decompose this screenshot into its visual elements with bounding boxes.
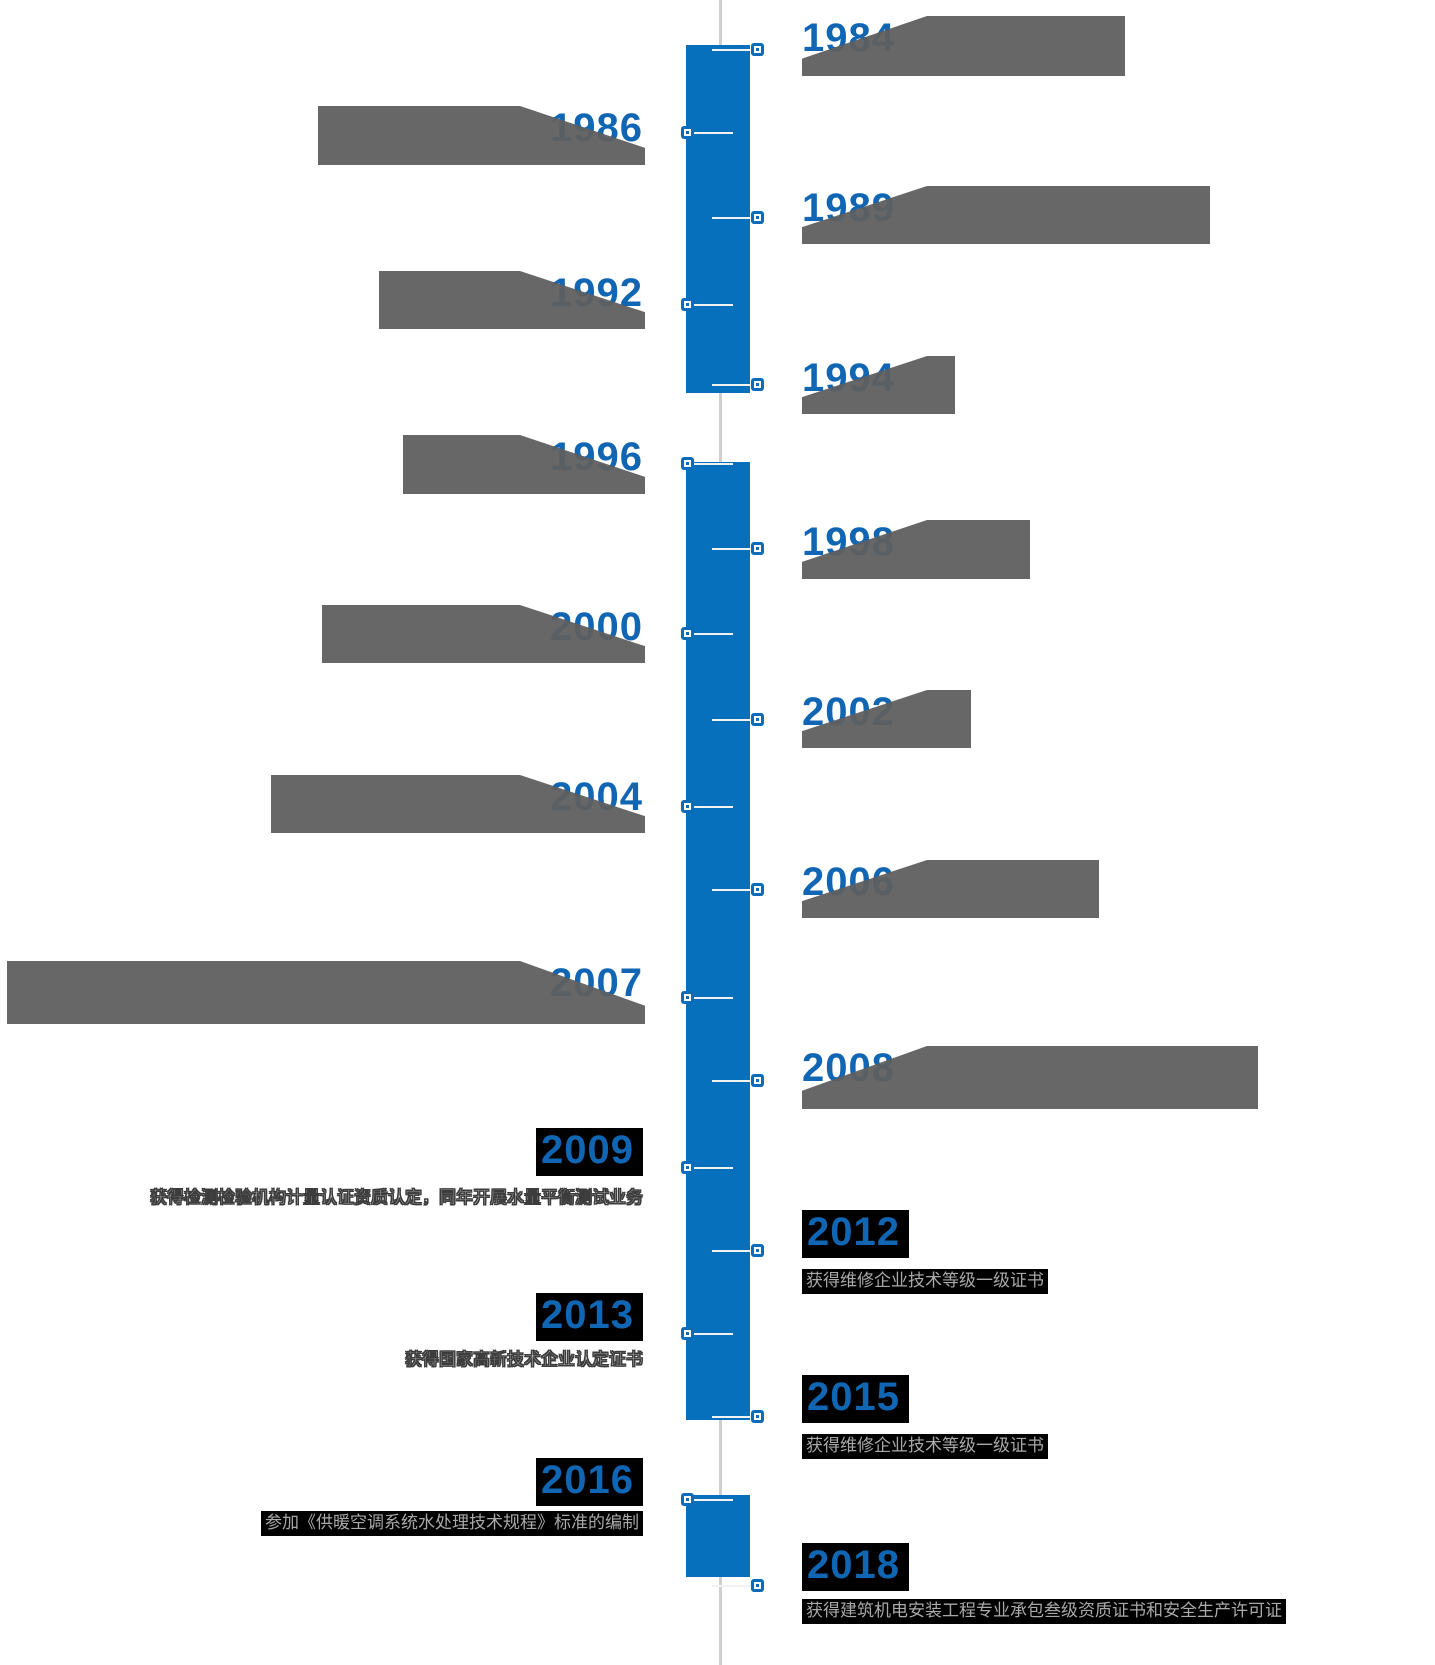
marker-center-dot <box>756 1249 759 1252</box>
node-line-2012 <box>712 1250 752 1252</box>
marker-center-dot <box>686 131 689 134</box>
node-line-2018 <box>712 1585 752 1587</box>
node-line-2007 <box>690 997 733 999</box>
marker-center-dot <box>756 888 759 891</box>
node-line-1986 <box>690 132 733 134</box>
node-marker-1992 <box>681 298 694 311</box>
node-marker-2016 <box>681 1493 694 1506</box>
entry-description: 获得检测检验机构计量认证资质认定，同年开展水量平衡测试业务 <box>150 1188 644 1208</box>
timeline-entry-2018: 2018 <box>802 1543 909 1591</box>
node-line-1998 <box>712 548 752 550</box>
marker-center-dot <box>686 303 689 306</box>
entry-description-wrap-2009: 获得检测检验机构计量认证资质认定，同年开展水量平衡测试业务 <box>150 1178 644 1210</box>
marker-center-dot <box>756 1584 759 1587</box>
marker-center-dot <box>756 216 759 219</box>
marker-center-dot <box>686 1498 689 1501</box>
entry-description: 获得国家高新技术企业认定证书 <box>405 1350 644 1370</box>
timeline-bar-segment-3 <box>686 1495 750 1577</box>
node-marker-2006 <box>751 883 764 896</box>
node-line-1994 <box>712 384 752 386</box>
timeline-entry-2016: 2016 <box>536 1458 643 1506</box>
entry-description: 获得建筑机电安装工程专业承包叁级资质证书和安全生产许可证 <box>802 1599 1286 1624</box>
marker-center-dot <box>686 1166 689 1169</box>
node-marker-1986 <box>681 126 694 139</box>
timeline-entry-2015: 2015 <box>802 1375 909 1423</box>
entry-year: 2009 <box>536 1128 643 1176</box>
node-marker-1989 <box>751 211 764 224</box>
node-line-2013 <box>690 1333 733 1335</box>
node-marker-1984 <box>751 43 764 56</box>
entry-year: 2016 <box>536 1458 643 1506</box>
marker-center-dot <box>756 1079 759 1082</box>
node-marker-2008 <box>751 1074 764 1087</box>
marker-center-dot <box>756 547 759 550</box>
node-line-1996 <box>690 463 733 465</box>
entry-description: 获得维修企业技术等级一级证书 <box>802 1269 1048 1294</box>
node-line-2006 <box>712 889 752 891</box>
node-marker-2009 <box>681 1161 694 1174</box>
node-line-2008 <box>712 1080 752 1082</box>
marker-center-dot <box>756 1415 759 1418</box>
marker-center-dot <box>686 805 689 808</box>
node-marker-1996 <box>681 457 694 470</box>
node-marker-1994 <box>751 378 764 391</box>
node-marker-2007 <box>681 991 694 1004</box>
node-marker-2013 <box>681 1327 694 1340</box>
timeline-entry-2012: 2012 <box>802 1210 909 1258</box>
node-marker-2015 <box>751 1410 764 1423</box>
marker-center-dot <box>686 632 689 635</box>
timeline-bar-segment-2 <box>686 462 750 1420</box>
entry-description-wrap-2013: 获得国家高新技术企业认定证书 <box>405 1340 644 1372</box>
node-line-2015 <box>712 1416 752 1418</box>
node-marker-2002 <box>751 713 764 726</box>
node-marker-2000 <box>681 627 694 640</box>
entry-cover-box-2007 <box>7 961 645 1024</box>
timeline-bar-segment-1 <box>686 45 750 393</box>
entry-description-wrap-2015: 获得维修企业技术等级一级证书 <box>802 1425 1048 1459</box>
timeline-entry-2009: 2009 <box>536 1128 643 1176</box>
entry-description: 获得维修企业技术等级一级证书 <box>802 1434 1048 1459</box>
entry-year: 2013 <box>536 1293 643 1341</box>
marker-center-dot <box>686 462 689 465</box>
node-line-2016 <box>690 1499 733 1501</box>
node-line-1984 <box>712 49 752 51</box>
entry-description: 参加《供暖空调系统水处理技术规程》标准的编制 <box>261 1511 643 1536</box>
node-line-2000 <box>690 633 733 635</box>
node-line-1989 <box>712 217 752 219</box>
node-line-2009 <box>690 1167 733 1169</box>
node-marker-2004 <box>681 800 694 813</box>
entry-description-wrap-2012: 获得维修企业技术等级一级证书 <box>802 1260 1048 1294</box>
entry-year: 2015 <box>802 1375 909 1423</box>
timeline-entry-2013: 2013 <box>536 1293 643 1341</box>
entry-description-wrap-2016: 参加《供暖空调系统水处理技术规程》标准的编制 <box>261 1502 643 1536</box>
node-marker-1998 <box>751 542 764 555</box>
node-marker-2012 <box>751 1244 764 1257</box>
marker-center-dot <box>756 383 759 386</box>
marker-center-dot <box>686 1332 689 1335</box>
node-line-2002 <box>712 719 752 721</box>
marker-center-dot <box>686 996 689 999</box>
entry-year: 2018 <box>802 1543 909 1591</box>
node-marker-2018 <box>751 1579 764 1592</box>
node-line-1992 <box>690 304 733 306</box>
node-line-2004 <box>690 806 733 808</box>
marker-center-dot <box>756 718 759 721</box>
marker-center-dot <box>756 48 759 51</box>
entry-description-wrap-2018: 获得建筑机电安装工程专业承包叁级资质证书和安全生产许可证 <box>802 1590 1286 1624</box>
entry-year: 2012 <box>802 1210 909 1258</box>
